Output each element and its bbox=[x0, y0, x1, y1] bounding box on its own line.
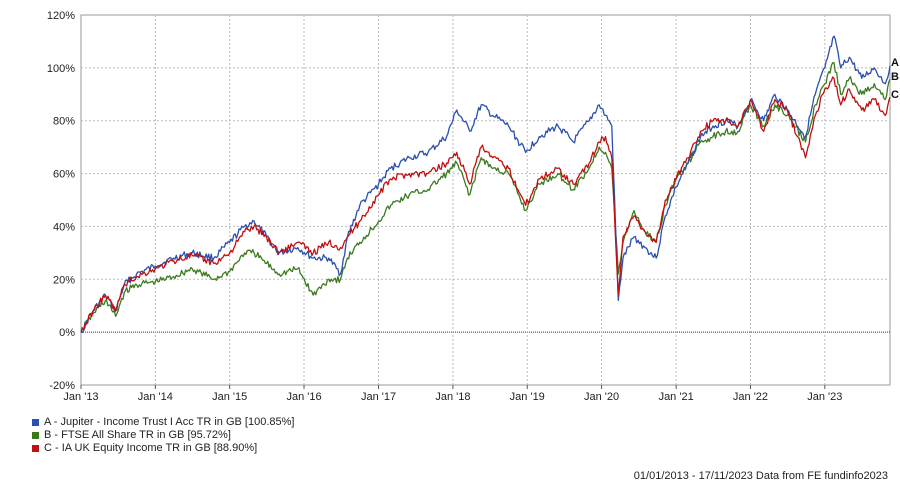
axis-labels: -20% 0% 20% 40% 60% 80% 100% 120% Jan '13 Jan '14… bbox=[47, 10, 843, 403]
x-tick-label: Jan '21 bbox=[659, 391, 694, 403]
x-tick-label: Jan '15 bbox=[212, 391, 247, 403]
series-line-c bbox=[80, 76, 891, 333]
x-tick-label: Jan '13 bbox=[63, 391, 98, 403]
series-lines bbox=[80, 35, 891, 334]
x-tick-label: Jan '18 bbox=[435, 391, 470, 403]
plot-area bbox=[80, 14, 891, 386]
y-tick-label: 120% bbox=[47, 10, 75, 22]
series-line-b bbox=[80, 61, 891, 333]
y-tick-label: 80% bbox=[53, 116, 75, 128]
legend: A - Jupiter - Income Trust I Acc TR in G… bbox=[32, 416, 294, 455]
legend-item-b: B - FTSE All Share TR in GB [95.72%] bbox=[32, 429, 294, 442]
y-tick-label: 100% bbox=[47, 63, 75, 75]
x-tick-label: Jan '14 bbox=[138, 391, 173, 403]
y-tick-label: 60% bbox=[53, 169, 75, 181]
legend-label-b: B - FTSE All Share TR in GB [95.72%] bbox=[44, 429, 231, 441]
y-tick-label: 20% bbox=[53, 274, 75, 286]
x-tick-label: Jan '19 bbox=[510, 391, 545, 403]
grid-lines bbox=[81, 15, 890, 385]
date-range-source: 01/01/2013 - 17/11/2023 Data from FE fun… bbox=[633, 470, 888, 482]
legend-item-c: C - IA UK Equity Income TR in GB [88.90%… bbox=[32, 442, 294, 455]
y-tick-label: 40% bbox=[53, 221, 75, 233]
x-tick-label: Jan '22 bbox=[733, 391, 768, 403]
legend-swatch-c bbox=[32, 445, 39, 452]
performance-chart: -20% 0% 20% 40% 60% 80% 100% 120% Jan '13 Jan '14… bbox=[47, 10, 899, 403]
x-tick-label: Jan '17 bbox=[361, 391, 396, 403]
x-tick-label: Jan '23 bbox=[807, 391, 842, 403]
x-tick-label: Jan '20 bbox=[584, 391, 619, 403]
end-label-a: A bbox=[891, 57, 899, 69]
y-tick-label: 0% bbox=[59, 327, 75, 339]
legend-swatch-a bbox=[32, 419, 39, 426]
end-label-c: C bbox=[891, 89, 899, 101]
end-label-b: B bbox=[891, 71, 899, 83]
x-tick-label: Jan '16 bbox=[286, 391, 321, 403]
series-end-labels: ABC bbox=[891, 57, 899, 101]
legend-label-c: C - IA UK Equity Income TR in GB [88.90%… bbox=[44, 442, 258, 454]
legend-swatch-b bbox=[32, 432, 39, 439]
y-tick-label: -20% bbox=[49, 380, 75, 392]
legend-label-a: A - Jupiter - Income Trust I Acc TR in G… bbox=[44, 416, 295, 428]
series-line-a bbox=[80, 35, 891, 334]
legend-item-a: A - Jupiter - Income Trust I Acc TR in G… bbox=[32, 416, 294, 429]
